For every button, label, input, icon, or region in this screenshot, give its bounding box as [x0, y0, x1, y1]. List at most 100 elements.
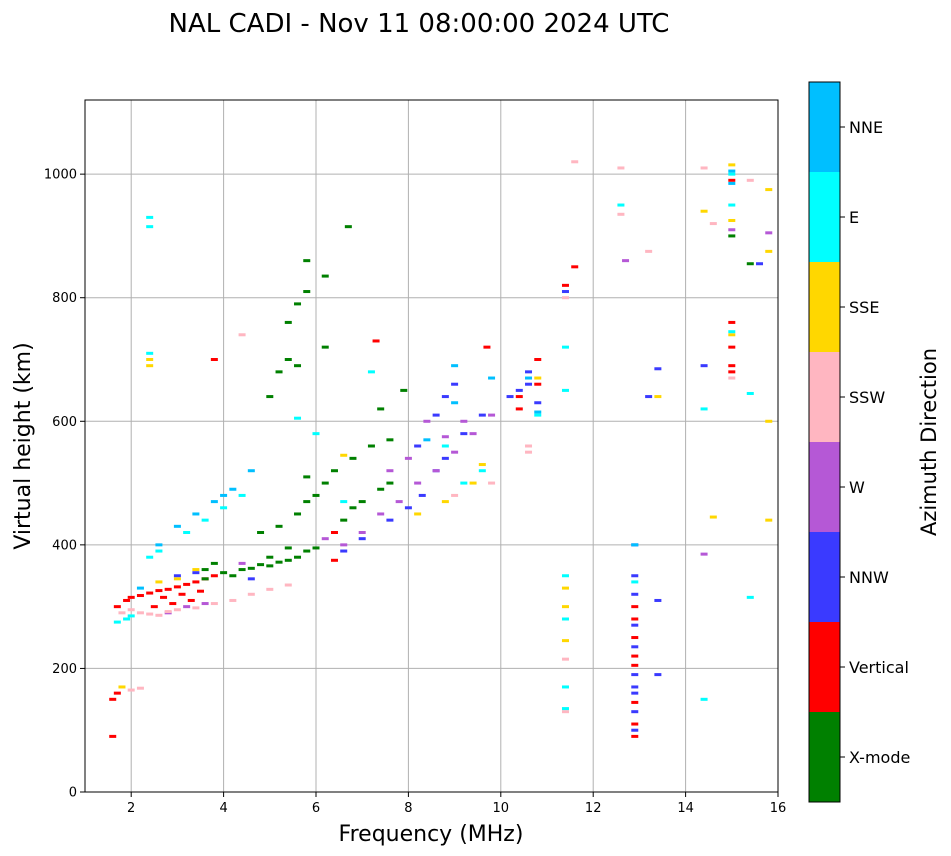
colorbar-tick-label: W: [849, 478, 865, 497]
colorbar: X-mode Vertical NNW W SSW SSE E NNE: [808, 81, 910, 803]
y-tick-label: 400: [52, 538, 77, 553]
data-point: [631, 691, 639, 695]
colorbar-segment: [809, 82, 840, 172]
data-point: [709, 222, 717, 226]
data-point: [284, 583, 292, 587]
data-point: [700, 552, 708, 556]
data-point: [183, 582, 191, 586]
colorbar-tick-label: X-mode: [849, 748, 910, 767]
data-point: [377, 407, 385, 411]
data-point: [183, 531, 191, 534]
data-point: [340, 500, 348, 504]
data-point: [303, 549, 311, 553]
data-point: [294, 302, 302, 306]
data-point: [423, 419, 431, 423]
data-point: [294, 416, 302, 420]
data-point: [561, 657, 569, 661]
data-point: [164, 587, 172, 591]
data-point: [150, 605, 158, 609]
data-point: [201, 602, 209, 606]
data-point: [127, 608, 135, 612]
data-point: [321, 481, 329, 485]
data-point: [340, 518, 348, 522]
data-point: [631, 728, 639, 732]
data-point: [728, 370, 736, 374]
colorbar-segment: [809, 352, 840, 442]
data-point: [483, 345, 491, 349]
data-point: [617, 166, 625, 170]
data-point: [173, 577, 181, 581]
data-point: [266, 555, 274, 559]
data-point: [441, 456, 449, 460]
data-point: [372, 339, 380, 343]
data-point: [146, 612, 154, 616]
colorbar-segment: [809, 442, 840, 532]
series-sse: [118, 163, 773, 689]
data-point: [488, 481, 496, 485]
data-point: [169, 602, 177, 606]
series-nnw: [173, 262, 764, 732]
data-point: [367, 370, 375, 374]
data-point: [746, 595, 754, 599]
data-point: [321, 345, 329, 349]
data-point: [197, 589, 204, 593]
data-point: [654, 673, 662, 677]
data-point: [728, 320, 736, 324]
x-tick-label: 6: [312, 801, 320, 816]
data-point: [146, 225, 154, 229]
series-w: [164, 228, 773, 615]
grid-lines: [85, 100, 779, 793]
data-point: [534, 401, 542, 405]
data-point: [534, 382, 542, 386]
data-point: [561, 586, 569, 590]
data-point: [709, 515, 717, 519]
data-point: [469, 432, 477, 436]
data-point: [192, 606, 200, 610]
data-point: [358, 531, 366, 534]
data-point: [631, 623, 639, 627]
data-point: [386, 469, 394, 473]
data-point: [451, 382, 459, 386]
data-point: [728, 228, 736, 232]
data-point: [700, 209, 708, 213]
data-point: [561, 283, 569, 287]
data-point: [377, 512, 385, 516]
data-point: [746, 178, 754, 182]
colorbar-frame: [808, 81, 841, 803]
data-point: [645, 395, 653, 399]
data-point: [525, 450, 533, 454]
data-point: [146, 364, 154, 368]
data-point: [367, 444, 375, 448]
colorbar-segment: [809, 712, 840, 802]
x-axis-ticks: 2 4 6 8 10 12 14 16: [127, 792, 786, 816]
data-point: [303, 500, 311, 504]
data-point: [654, 367, 662, 371]
y-tick-label: 600: [52, 415, 77, 430]
data-point: [728, 163, 736, 167]
data-point: [728, 172, 736, 176]
data-point: [266, 395, 274, 399]
data-point: [418, 493, 426, 497]
data-point: [700, 364, 708, 368]
data-point: [728, 330, 736, 334]
x-tick-label: 2: [127, 801, 135, 816]
data-point: [654, 395, 662, 399]
data-point: [631, 574, 639, 578]
data-point: [525, 376, 533, 380]
data-point: [631, 617, 639, 621]
data-point: [451, 493, 459, 497]
data-point: [561, 345, 569, 349]
colorbar-tick-label: Vertical: [849, 658, 909, 677]
data-point: [469, 481, 477, 485]
data-point: [247, 592, 255, 596]
data-point: [746, 262, 754, 266]
data-point: [765, 419, 773, 423]
data-point: [238, 333, 246, 337]
data-point: [441, 435, 449, 439]
data-point: [728, 181, 736, 185]
data-point: [386, 518, 394, 522]
colorbar-segment: [809, 532, 840, 622]
data-point: [414, 481, 422, 485]
colorbar-tick-label: SSE: [849, 298, 879, 317]
data-point: [173, 585, 181, 589]
